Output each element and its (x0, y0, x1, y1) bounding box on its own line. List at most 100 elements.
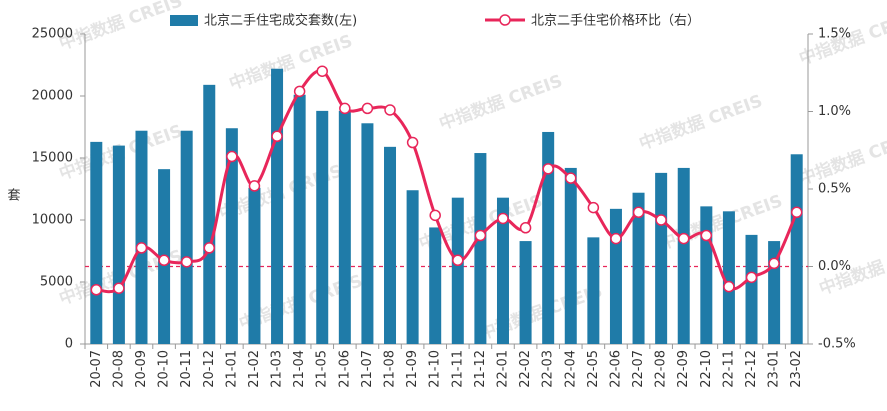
watermark: 中指数据 CREIS (226, 30, 355, 94)
bar (451, 197, 464, 344)
line-marker (587, 201, 600, 214)
line-marker (271, 130, 283, 143)
x-tick-label: 21-08 (383, 350, 398, 388)
x-tick-label: 22-09 (676, 350, 691, 388)
y2-tick-label: 1.5% (818, 27, 851, 42)
x-tick-label: 21-06 (337, 350, 352, 388)
x-tick-label: 21-11 (450, 350, 465, 388)
x-tick-label: 22-05 (586, 350, 601, 388)
bar (90, 141, 103, 344)
bar (361, 123, 374, 344)
x-tick-label: 21-05 (315, 350, 330, 388)
line-marker (542, 163, 554, 175)
watermark: 中指数据 CREIS (636, 90, 765, 154)
line-marker (226, 150, 238, 163)
y2-tick-label: 1.0% (818, 104, 851, 119)
bar (474, 153, 487, 344)
x-tick-label: 23-02 (789, 350, 804, 388)
watermark: 中指数据 CREIS (796, 125, 887, 189)
bar (587, 237, 600, 344)
x-tick-label: 20-08 (111, 350, 126, 388)
y-tick-label: 10000 (32, 213, 73, 228)
legend-label: 北京二手住宅成交套数(左) (204, 13, 357, 29)
line-marker (113, 282, 125, 294)
line-marker (384, 104, 396, 116)
line-marker (768, 257, 780, 270)
x-tick-label: 22-02 (518, 350, 533, 388)
bar (271, 68, 284, 344)
bar (112, 145, 125, 344)
bar (655, 172, 668, 344)
bar (496, 197, 509, 344)
bar (293, 94, 306, 344)
x-tick-label: 20-07 (89, 350, 104, 388)
legend-label: 北京二手住宅价格环比（右） (531, 13, 700, 29)
y2-tick-label: -0.5% (818, 337, 856, 352)
line-marker (248, 180, 261, 192)
bar (542, 131, 555, 344)
watermark: 中指数据 CREIS (436, 70, 565, 134)
line-marker (361, 102, 374, 115)
x-tick-label: 21-09 (405, 350, 420, 388)
bar (429, 227, 442, 344)
x-tick-label: 22-03 (541, 350, 556, 388)
y-tick-label: 0 (65, 337, 73, 352)
x-tick-label: 20-12 (202, 350, 217, 388)
bar (564, 167, 577, 344)
line-marker (610, 232, 622, 245)
x-tick-label: 22-01 (495, 350, 510, 388)
line-marker (723, 280, 735, 293)
bar (519, 241, 532, 344)
watermark: 中指数据 CREIS (56, 0, 185, 54)
x-tick-label: 21-01 (224, 350, 239, 388)
line-marker (429, 209, 441, 222)
x-tick-label: 22-11 (721, 350, 736, 388)
line-marker (339, 102, 351, 115)
line-marker (677, 232, 690, 245)
bar (790, 154, 803, 344)
bar (632, 192, 645, 344)
x-tick-label: 22-07 (631, 350, 646, 388)
x-tick-label: 22-06 (608, 350, 623, 388)
line-marker (632, 206, 645, 218)
legend-swatch (170, 15, 198, 26)
bar (609, 208, 622, 344)
x-tick-label: 21-02 (247, 350, 262, 388)
line-marker (452, 254, 464, 267)
x-tick-label: 21-03 (270, 350, 285, 388)
x-tick-label: 21-04 (292, 350, 307, 388)
line-marker (497, 212, 509, 225)
bar (203, 84, 216, 344)
x-tick-label: 20-10 (157, 350, 172, 388)
line-marker (655, 214, 667, 226)
y-tick-label: 5000 (40, 275, 73, 290)
bar (384, 146, 397, 344)
bar (338, 110, 351, 344)
x-tick-label: 22-08 (654, 350, 669, 388)
line-marker (316, 65, 328, 77)
x-tick-label: 22-10 (699, 350, 714, 388)
y-tick-label: 25000 (32, 27, 73, 42)
bar (316, 110, 329, 344)
x-tick-label: 23-01 (767, 350, 782, 388)
line-marker (203, 242, 216, 254)
bar (745, 234, 758, 344)
x-tick-label: 20-09 (134, 350, 149, 388)
line-marker (180, 256, 193, 268)
y2-tick-label: 0.5% (818, 182, 851, 197)
x-tick-label: 22-12 (744, 350, 759, 388)
y-axis-label: 套 (7, 188, 20, 204)
bar (248, 187, 261, 344)
line-marker (565, 172, 577, 184)
line-marker (293, 85, 306, 98)
y2-tick-label: 0.0% (818, 259, 851, 274)
bar (180, 130, 193, 344)
line-marker (519, 222, 532, 234)
line-marker (406, 136, 419, 149)
line-marker (135, 242, 148, 254)
bar (700, 206, 713, 344)
x-tick-label: 21-10 (428, 350, 443, 388)
watermark: 中指数据 CREIS (476, 280, 605, 344)
line-marker (158, 254, 170, 267)
